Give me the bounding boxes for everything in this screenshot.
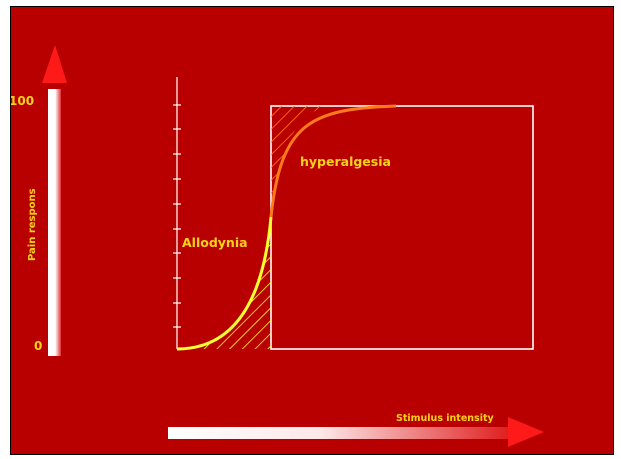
allodynia-curve: [176, 216, 273, 351]
pain-gradient-bar: [48, 89, 61, 356]
x-axis-label: Stimulus intensity: [396, 413, 495, 424]
hyperalgesia-label: hyperalgesia: [300, 154, 391, 169]
y-max-label: 100: [11, 94, 34, 108]
arrow-up-icon: [42, 45, 67, 83]
hyperalgesia-curve: [269, 104, 397, 218]
stimulus-gradient-bar: [168, 427, 508, 439]
y-min-label: 0: [34, 339, 42, 353]
pain-response-diagram: 100 0 Pain respons Allodynia hyperalgesi…: [11, 45, 544, 447]
arrow-right-icon: [508, 417, 544, 447]
allodynia-label: Allodynia: [182, 235, 248, 250]
threshold-box: [270, 105, 534, 350]
slide: 100 0 Pain respons Allodynia hyperalgesi…: [10, 6, 614, 455]
response-axis: [173, 77, 181, 349]
y-axis-label: Pain respons: [27, 188, 38, 261]
